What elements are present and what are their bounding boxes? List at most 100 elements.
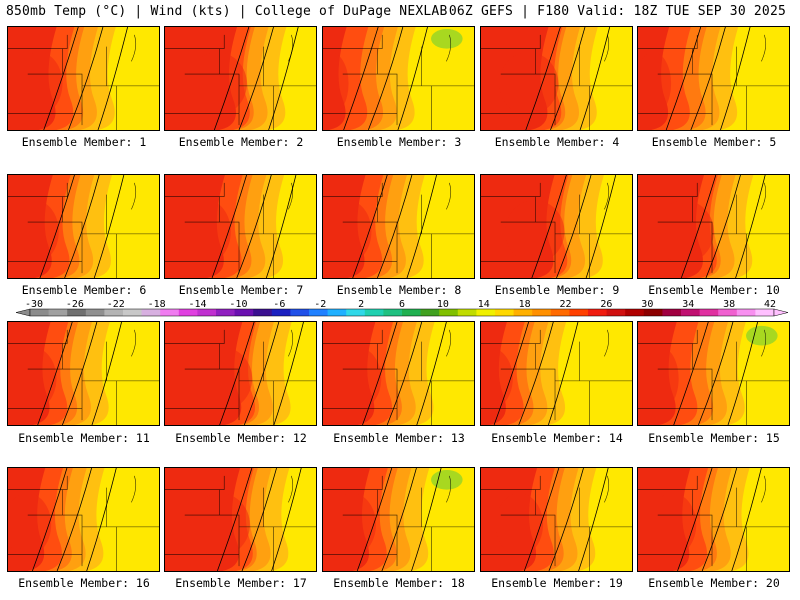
- ensemble-panel[interactable]: [480, 26, 633, 131]
- temperature-field: [323, 468, 474, 571]
- temperature-field: [165, 175, 316, 278]
- ensemble-panel[interactable]: [7, 26, 160, 131]
- temperature-field: [8, 27, 159, 130]
- ensemble-panel[interactable]: [7, 321, 160, 426]
- temperature-field: [323, 175, 474, 278]
- ensemble-panel[interactable]: [164, 321, 317, 426]
- ensemble-panel[interactable]: [7, 467, 160, 572]
- scale-swatch: [383, 309, 403, 316]
- scale-swatch: [216, 309, 236, 316]
- ensemble-panel[interactable]: [637, 174, 790, 279]
- scale-swatch: [755, 309, 775, 316]
- temperature-field: [638, 175, 789, 278]
- temperature-field: [638, 322, 789, 425]
- ensemble-panel[interactable]: [322, 174, 475, 279]
- ensemble-panel[interactable]: [322, 467, 475, 572]
- temperature-field: [8, 322, 159, 425]
- panel-label: Ensemble Member: 11: [18, 431, 150, 445]
- panel-label: Ensemble Member: 17: [175, 576, 307, 590]
- scale-swatch: [625, 309, 645, 316]
- scale-swatch: [550, 309, 570, 316]
- chart-title: 850mb Temp (°C) | Wind (kts) | College o…: [6, 4, 448, 19]
- scale-swatch: [178, 309, 198, 316]
- panel-label: Ensemble Member: 18: [333, 576, 465, 590]
- panel-label: Ensemble Member: 13: [333, 431, 465, 445]
- scale-swatch: [290, 309, 310, 316]
- scale-swatch: [588, 309, 608, 316]
- ensemble-panel[interactable]: [480, 174, 633, 279]
- panel-label: Ensemble Member: 3: [336, 135, 462, 149]
- scale-tick-label: 22: [560, 299, 572, 310]
- temperature-field: [638, 27, 789, 130]
- scale-swatch: [476, 309, 496, 316]
- ensemble-panel[interactable]: [322, 26, 475, 131]
- scale-swatch: [718, 309, 738, 316]
- scale-tick-label: -22: [107, 299, 125, 310]
- scale-tick-label: 26: [600, 299, 612, 310]
- scale-right-arrow: [773, 308, 789, 317]
- scale-swatch: [271, 309, 291, 316]
- run-valid-time: 06Z GEFS | F180 Valid: 18Z TUE SEP 30 20…: [448, 4, 786, 19]
- scale-swatch: [141, 309, 161, 316]
- scale-tick-label: -10: [229, 299, 247, 310]
- scale-swatch: [439, 309, 459, 316]
- temperature-field: [8, 468, 159, 571]
- scale-swatch: [420, 309, 440, 316]
- scale-tick-label: -18: [148, 299, 166, 310]
- ensemble-panel[interactable]: [637, 26, 790, 131]
- panel-label: Ensemble Member: 1: [21, 135, 147, 149]
- panel-label: Ensemble Member: 12: [175, 431, 307, 445]
- ensemble-panel[interactable]: [7, 174, 160, 279]
- panel-label: Ensemble Member: 6: [21, 283, 147, 297]
- panel-label: Ensemble Member: 16: [18, 576, 150, 590]
- scale-swatch: [643, 309, 663, 316]
- scale-tick-label: 10: [437, 299, 449, 310]
- scale-swatch: [457, 309, 477, 316]
- scale-tick-label: -30: [25, 299, 43, 310]
- panel-label: Ensemble Member: 15: [648, 431, 780, 445]
- ensemble-panel[interactable]: [164, 26, 317, 131]
- scale-swatch: [253, 309, 273, 316]
- ensemble-panel[interactable]: [164, 467, 317, 572]
- scale-swatch: [104, 309, 124, 316]
- temperature-field: [165, 322, 316, 425]
- ensemble-panel[interactable]: [322, 321, 475, 426]
- scale-swatch: [85, 309, 105, 316]
- scale-swatch: [30, 309, 50, 316]
- scale-swatch: [513, 309, 533, 316]
- scale-tick-label: -26: [66, 299, 84, 310]
- scale-tick-label: 18: [519, 299, 531, 310]
- ensemble-panel[interactable]: [164, 174, 317, 279]
- panel-label: Ensemble Member: 9: [494, 283, 620, 297]
- scale-tick-label: 30: [641, 299, 653, 310]
- scale-swatch: [364, 309, 384, 316]
- scale-swatch: [402, 309, 422, 316]
- color-scale-bar: -30 -26 -22 -18 -14 -10 -6 -2 2 6 10 14 18 22 26 30 34 38…: [15, 299, 789, 317]
- ensemble-panel[interactable]: [480, 321, 633, 426]
- temperature-field: [481, 27, 632, 130]
- scale-swatch: [327, 309, 347, 316]
- ensemble-panel[interactable]: [637, 467, 790, 572]
- temperature-field: [8, 175, 159, 278]
- scale-tick-label: 38: [723, 299, 735, 310]
- scale-swatch: [309, 309, 329, 316]
- panel-label: Ensemble Member: 20: [648, 576, 780, 590]
- panel-label: Ensemble Member: 2: [178, 135, 304, 149]
- temperature-field: [165, 468, 316, 571]
- scale-tick-label: -2: [314, 299, 326, 310]
- scale-swatch: [160, 309, 180, 316]
- scale-swatch: [736, 309, 756, 316]
- panel-label: Ensemble Member: 14: [491, 431, 623, 445]
- temperature-field: [323, 27, 474, 130]
- scale-tick-label: 2: [358, 299, 364, 310]
- scale-swatch: [346, 309, 366, 316]
- ensemble-panel[interactable]: [480, 467, 633, 572]
- panel-label: Ensemble Member: 8: [336, 283, 462, 297]
- ensemble-panel[interactable]: [637, 321, 790, 426]
- temperature-field: [638, 468, 789, 571]
- scale-swatch: [606, 309, 626, 316]
- scale-swatch: [67, 309, 87, 316]
- temperature-color-scale: -30 -26 -22 -18 -14 -10 -6 -2 2 6 10 14 18 22 26 30 34 38…: [10, 298, 790, 318]
- scale-swatch: [48, 309, 68, 316]
- temperature-field: [481, 468, 632, 571]
